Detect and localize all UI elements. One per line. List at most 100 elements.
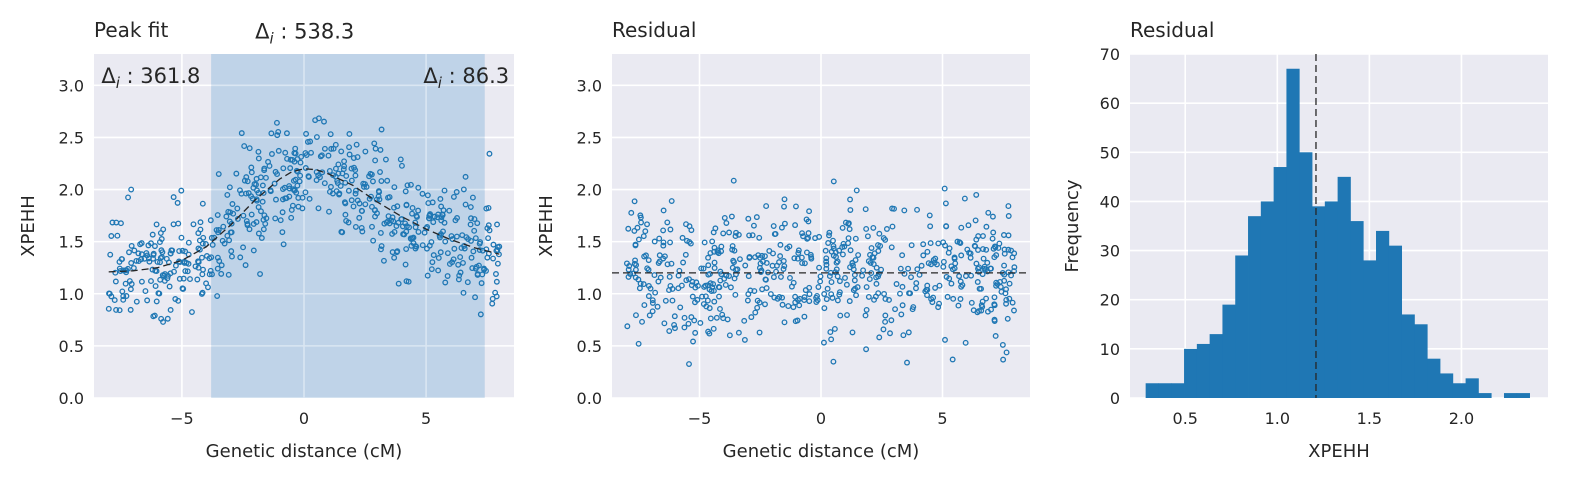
data-point [820,339,827,346]
data-point [990,229,997,236]
data-point [455,261,462,268]
data-point [224,232,231,239]
data-point [736,256,743,263]
data-point [734,266,741,273]
data-point [203,280,210,287]
data-point [293,189,300,196]
data-point [892,306,899,313]
data-point [160,226,167,233]
x-tick-label: 5 [421,409,431,428]
y-tick-label: 0 [1110,389,1120,408]
data-point [655,278,662,285]
data-point [1005,246,1012,253]
data-point [307,138,314,145]
data-point [350,155,357,162]
data-point [707,315,714,322]
data-point [623,260,630,267]
data-point [469,265,476,272]
fit-curve [108,168,500,273]
data-point [477,311,484,318]
data-point [436,232,443,239]
delta-subscript: i [438,74,443,92]
data-point [109,219,116,226]
data-point [116,307,123,314]
data-point [1009,299,1016,306]
data-point [484,225,491,232]
data-point [1006,295,1013,302]
x-tick-label: 5 [937,409,947,428]
data-point [871,250,878,257]
data-point [184,268,191,275]
data-point [689,293,696,300]
data-point [240,244,247,251]
data-point [153,221,160,228]
data-point [790,279,797,286]
data-point [718,243,725,250]
data-point [834,258,841,265]
data-point [258,208,264,215]
data-point [257,271,264,277]
data-point [985,209,992,216]
data-point [126,278,133,285]
data-point [992,244,999,251]
data-point [375,193,382,200]
data-point [450,256,457,263]
y-tick-label: 3.0 [577,76,602,95]
data-point [779,301,786,308]
histogram-bar [1388,245,1403,398]
data-point [685,320,692,327]
data-point [326,168,333,174]
data-point [707,250,714,256]
data-point [984,259,991,266]
data-point [981,263,988,270]
data-point [352,172,359,179]
data-point [803,249,810,256]
data-point [259,198,266,205]
data-point [1005,213,1012,219]
data-point [462,201,469,208]
data-point [642,228,649,235]
data-point [853,187,860,194]
data-point [302,189,309,196]
data-point [288,207,295,213]
data-point [230,210,237,217]
data-point [719,311,726,318]
data-point [470,248,477,255]
data-point [732,291,739,298]
data-point [477,239,484,246]
data-point [225,271,232,278]
data-point [836,291,843,298]
data-point [796,302,803,309]
data-point [721,214,728,221]
data-point [754,304,761,311]
data-point [207,217,214,224]
data-point [992,333,999,339]
data-point [490,255,497,262]
data-point [199,289,206,296]
data-point [655,260,662,266]
data-point [280,241,287,248]
delta-subscript: i [116,74,121,92]
data-point [686,223,693,230]
data-point [294,156,301,163]
data-point [831,325,838,332]
data-point [444,273,451,279]
y-axis-label: Frequency [1062,179,1083,272]
data-point [149,266,156,273]
data-point [398,162,405,169]
data-point [403,228,410,235]
data-point [407,181,414,188]
data-point [681,314,688,321]
data-point [485,204,492,211]
data-point [233,170,240,177]
data-point [321,145,328,152]
data-point [440,207,447,214]
data-point [261,167,268,174]
data-point [901,270,908,277]
data-point [164,315,171,322]
y-tick-label: 0.0 [59,389,84,408]
data-point [412,245,419,252]
data-point [190,221,197,228]
data-point [402,188,409,195]
data-point [382,156,389,163]
